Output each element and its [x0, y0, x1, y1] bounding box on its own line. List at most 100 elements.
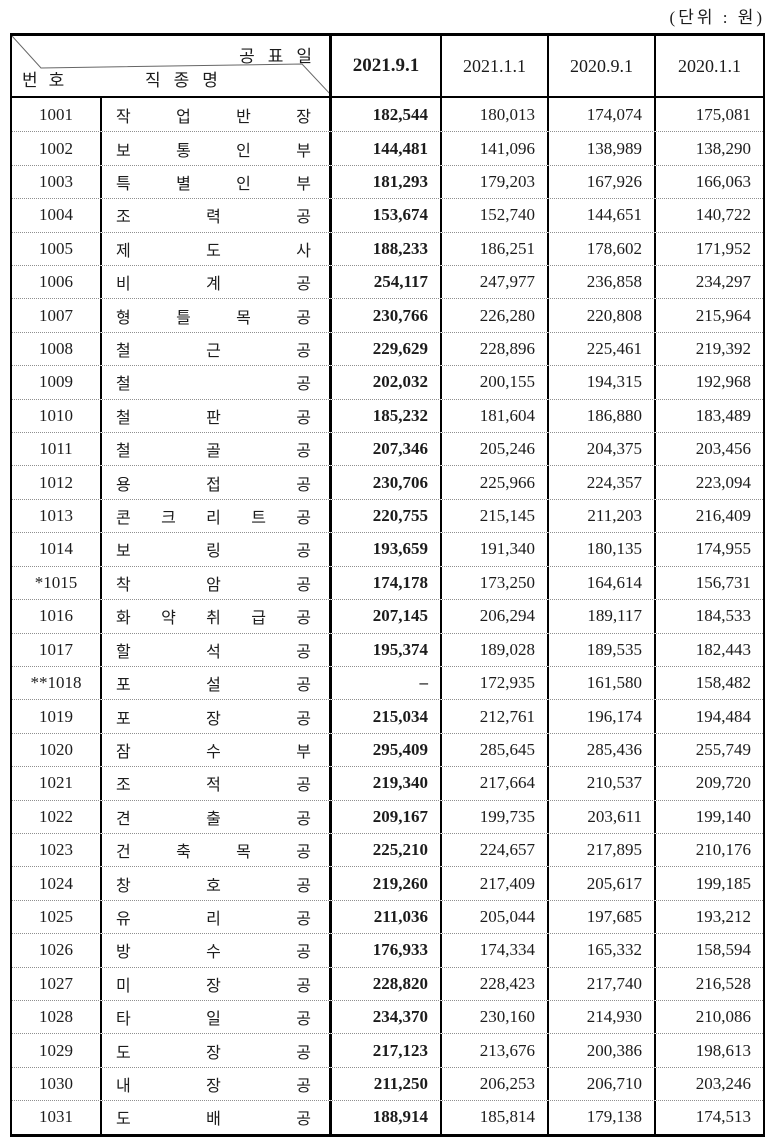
value-2020-9-1: 179,138 [549, 1101, 656, 1134]
job-char: 인 [236, 176, 251, 194]
job-char: 급 [251, 610, 266, 628]
value-2020-1-1: 158,482 [695, 673, 751, 693]
header-label-job-title: 직종명 [145, 71, 231, 90]
value-2020-9-1: 224,357 [549, 466, 656, 499]
value-2020-9-1: 217,740 [549, 967, 656, 1000]
header-date-2020-9-1: 2020.9.1 [549, 36, 656, 96]
value-2021-1-1: 152,740 [442, 199, 549, 232]
table-row: 1013 콘 크 리 트 공 220,755 215,145 211,203 216,409 [12, 498, 763, 533]
job-char: 틀 [176, 309, 191, 327]
row-number: 1004 [12, 199, 102, 232]
job-char: 공 [296, 643, 311, 661]
job-char: 석 [206, 643, 221, 661]
job-char: 철 [116, 409, 131, 427]
job-char: 설 [206, 677, 221, 695]
job-char: 공 [296, 1077, 311, 1095]
value-2021-9-1: 230,766 [332, 299, 442, 332]
job-char: 부 [296, 176, 311, 194]
value-2021-9-1: 188,914 [332, 1101, 442, 1134]
value-2020-9-1: 220,808 [549, 299, 656, 332]
value-2021-9-1: 230,706 [332, 466, 442, 499]
row-number: 1024 [12, 867, 102, 900]
table-row: 1006 비 계 공 254,117 247,977 236,858 234,297 [12, 265, 763, 299]
job-char: 공 [296, 576, 311, 594]
job-char: 판 [206, 409, 221, 427]
value-2021-1-1: 206,294 [442, 600, 549, 633]
value-2020-1-1: 203,246 [695, 1073, 751, 1093]
value-2020-9-1: 180,135 [549, 533, 656, 566]
job-char: 공 [296, 844, 311, 862]
job-char: 목 [236, 844, 251, 862]
value-2021-9-1: 202,032 [332, 366, 442, 399]
value-2021-9-1: 219,260 [332, 867, 442, 900]
value-2020-9-1: 161,580 [549, 666, 656, 700]
job-char: 통 [176, 142, 191, 160]
value-2021-1-1: 215,145 [442, 499, 549, 533]
value-2020-1-1: 175,081 [695, 104, 751, 124]
job-char: 내 [116, 1077, 131, 1095]
table-row: 1027 미 장 공 228,820 228,423 217,740 216,528 [12, 966, 763, 1000]
row-number: 1011 [12, 433, 102, 466]
table-row: 1014 보 링 공 193,659 191,340 180,135 174,955 [12, 532, 763, 566]
value-2021-9-1: 207,145 [332, 600, 442, 633]
table-row: 1011 철 골 공 207,346 205,246 204,375 203,456 [12, 432, 763, 466]
value-2021-1-1: 206,253 [442, 1067, 549, 1101]
job-char: 배 [206, 1111, 221, 1129]
value-2021-9-1: 209,167 [332, 800, 442, 833]
row-number: 1021 [12, 767, 102, 800]
job-char: 업 [176, 108, 191, 126]
table-row: 1030 내 장 공 211,250 206,253 206,710 203,246 [12, 1066, 763, 1101]
job-char: 조 [116, 777, 131, 795]
row-number: 1009 [12, 366, 102, 399]
header-date-2021-1-1: 2021.1.1 [442, 36, 549, 96]
value-2021-9-1: 229,629 [332, 332, 442, 366]
job-char: 공 [296, 276, 311, 294]
value-2021-9-1: 225,210 [332, 833, 442, 867]
table-row: 1029 도 장 공 217,123 213,676 200,386 198,613 [12, 1033, 763, 1067]
table-row: 1004 조 력 공 153,674 152,740 144,651 140,722 [12, 198, 763, 232]
job-char: 도 [206, 242, 221, 260]
value-2020-9-1: 210,537 [549, 767, 656, 800]
job-char: 타 [116, 1011, 131, 1029]
value-2021-9-1: 211,036 [332, 900, 442, 934]
value-2020-9-1: 206,710 [549, 1067, 656, 1101]
value-2021-9-1: 185,232 [332, 399, 442, 433]
value-2021-1-1: 228,423 [442, 967, 549, 1000]
value-2020-1-1: 215,964 [695, 305, 751, 325]
header-date-2020-1-1: 2020.1.1 [678, 55, 741, 76]
value-2021-1-1: 224,657 [442, 833, 549, 867]
value-2021-1-1: 172,935 [442, 666, 549, 700]
value-2020-9-1: 204,375 [549, 433, 656, 466]
row-number: 1030 [12, 1067, 102, 1101]
value-2020-1-1: 158,594 [695, 940, 751, 960]
value-2020-1-1: 219,392 [695, 339, 751, 359]
value-2021-9-1: 254,117 [332, 266, 442, 299]
row-number: 1013 [12, 499, 102, 533]
table-row: 1009 철 공 202,032 200,155 194,315 192,968 [12, 365, 763, 399]
value-2021-1-1: 189,028 [442, 633, 549, 666]
job-char: 암 [206, 576, 221, 594]
table-row: 1021 조 적 공 219,340 217,664 210,537 209,720 [12, 766, 763, 800]
job-char: 조 [116, 209, 131, 227]
job-char: 할 [116, 643, 131, 661]
value-2021-1-1: 200,155 [442, 366, 549, 399]
job-char: 공 [296, 910, 311, 928]
job-char: 축 [176, 844, 191, 862]
job-char: 잠 [116, 743, 131, 761]
job-char: 철 [116, 376, 131, 394]
job-char: 공 [296, 944, 311, 962]
job-char: 목 [236, 309, 251, 327]
job-char: 계 [206, 276, 221, 294]
